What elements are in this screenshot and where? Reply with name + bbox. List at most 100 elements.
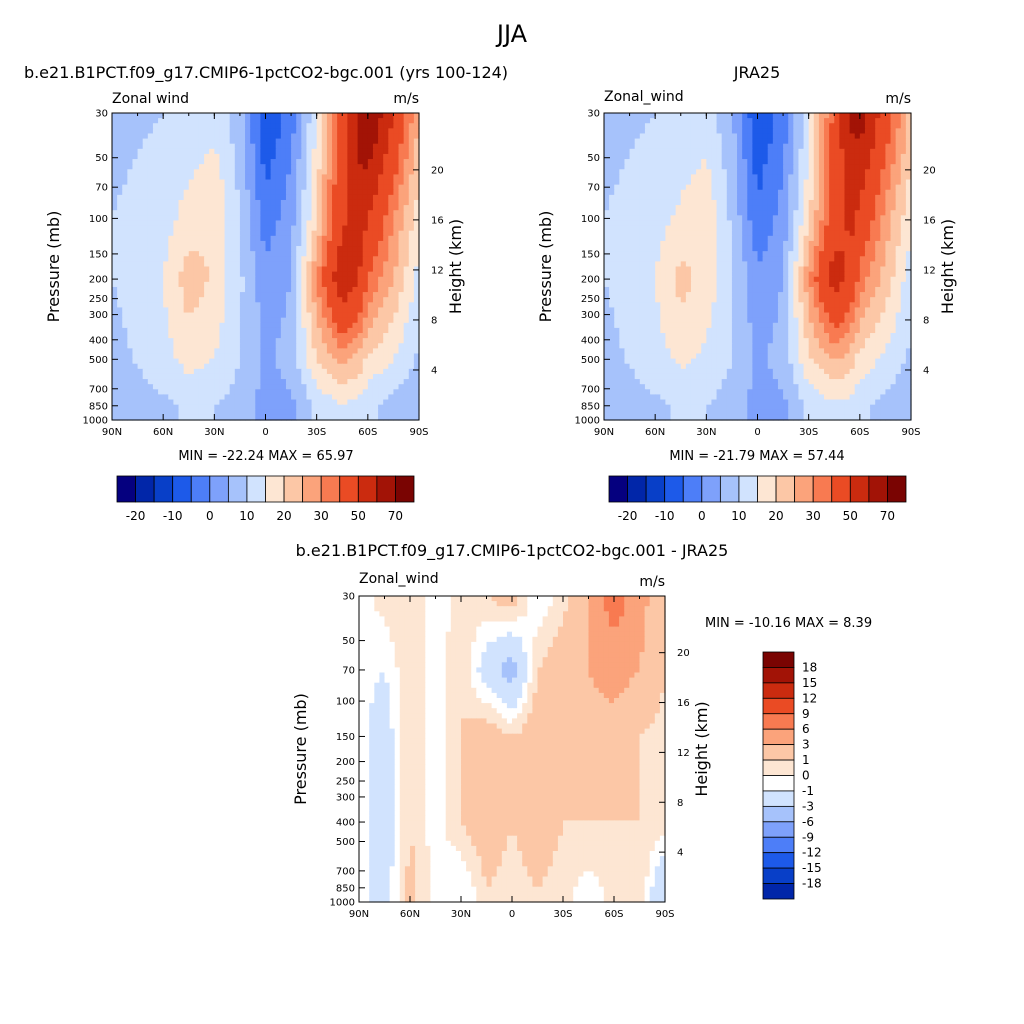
field-cell <box>690 179 697 186</box>
field-cell <box>127 225 134 232</box>
field-cell <box>383 368 389 375</box>
field-cell <box>296 118 302 124</box>
field-cell <box>255 409 261 416</box>
field-cell <box>127 281 134 288</box>
field-cell <box>301 384 308 390</box>
field-cell <box>362 297 369 303</box>
field-cell <box>752 153 759 160</box>
field-cell <box>864 164 871 170</box>
field-cell <box>383 307 389 314</box>
field-cell <box>209 266 215 273</box>
field-cell <box>696 118 702 124</box>
field-cell <box>147 343 154 349</box>
field-cell <box>690 215 697 222</box>
field-cell <box>342 174 348 181</box>
field-cell <box>706 148 713 155</box>
field-cell <box>168 394 174 401</box>
field-cell <box>250 138 256 145</box>
field-cell <box>378 343 384 349</box>
field-cell <box>152 174 159 181</box>
field-cell <box>326 286 333 293</box>
field-cell <box>614 164 620 170</box>
field-cell <box>245 128 251 135</box>
field-cell <box>127 261 134 268</box>
field-cell <box>701 179 707 186</box>
field-cell <box>675 189 682 196</box>
field-cell <box>696 189 702 196</box>
field-cell <box>163 123 169 129</box>
field-cell <box>214 199 221 206</box>
field-cell <box>824 189 830 196</box>
field-cell <box>357 148 364 155</box>
field-cell <box>173 389 180 396</box>
field-cell <box>665 123 672 129</box>
field-cell <box>357 348 364 355</box>
field-cell <box>132 266 139 273</box>
field-cell <box>675 148 682 155</box>
field-cell <box>168 159 174 165</box>
field-cell <box>239 159 246 165</box>
field-cell <box>137 169 144 175</box>
field-cell <box>367 246 374 252</box>
field-cell <box>132 317 139 324</box>
field-cell <box>357 215 364 222</box>
field-cell <box>398 179 405 186</box>
field-cell <box>834 184 840 191</box>
field-cell <box>844 153 851 160</box>
field-cell <box>808 205 815 211</box>
field-cell <box>255 199 261 206</box>
field-cell <box>270 123 277 129</box>
field-cell <box>178 246 185 252</box>
field-cell <box>214 317 221 324</box>
field-cell <box>752 199 759 206</box>
field-cell <box>890 169 897 175</box>
field-cell <box>296 123 302 129</box>
field-cell <box>332 246 338 252</box>
field-cell <box>239 220 246 227</box>
field-cell <box>127 164 134 170</box>
field-cell <box>398 363 405 370</box>
field-cell <box>721 159 728 165</box>
field-cell <box>347 353 354 360</box>
field-cell <box>747 153 753 160</box>
field-cell <box>137 307 144 314</box>
field-cell <box>895 205 902 211</box>
field-cell <box>639 205 646 211</box>
field-cell <box>296 292 302 298</box>
field-cell <box>316 327 323 334</box>
field-cell <box>829 184 835 191</box>
field-cell <box>142 266 149 273</box>
field-cell <box>163 118 169 124</box>
field-cell <box>183 143 190 150</box>
field-cell <box>660 174 666 181</box>
field-cell <box>270 118 277 124</box>
field-cell <box>403 286 410 293</box>
field-cell <box>291 123 297 129</box>
field-cell <box>204 159 210 165</box>
field-cell <box>112 343 118 349</box>
field-cell <box>834 123 840 129</box>
field-cell <box>767 174 774 181</box>
field-cell <box>696 194 702 201</box>
field-cell <box>188 133 195 140</box>
field-cell <box>767 194 774 201</box>
field-cell <box>726 179 733 186</box>
field-cell <box>347 215 354 222</box>
field-cell <box>245 266 251 273</box>
field-cell <box>347 307 354 314</box>
field-cell <box>706 128 713 135</box>
field-cell <box>818 189 825 196</box>
field-cell <box>255 302 261 309</box>
field-cell <box>685 118 692 124</box>
field-cell <box>614 159 620 165</box>
panel-model-left-label: Zonal wind <box>112 91 189 107</box>
field-cell <box>408 297 415 303</box>
field-cell <box>142 225 149 232</box>
field-cell <box>219 179 226 186</box>
field-cell <box>147 199 154 206</box>
field-cell <box>372 394 379 401</box>
field-cell <box>193 286 200 293</box>
field-cell <box>321 118 328 124</box>
field-cell <box>788 148 794 155</box>
field-cell <box>357 276 364 283</box>
